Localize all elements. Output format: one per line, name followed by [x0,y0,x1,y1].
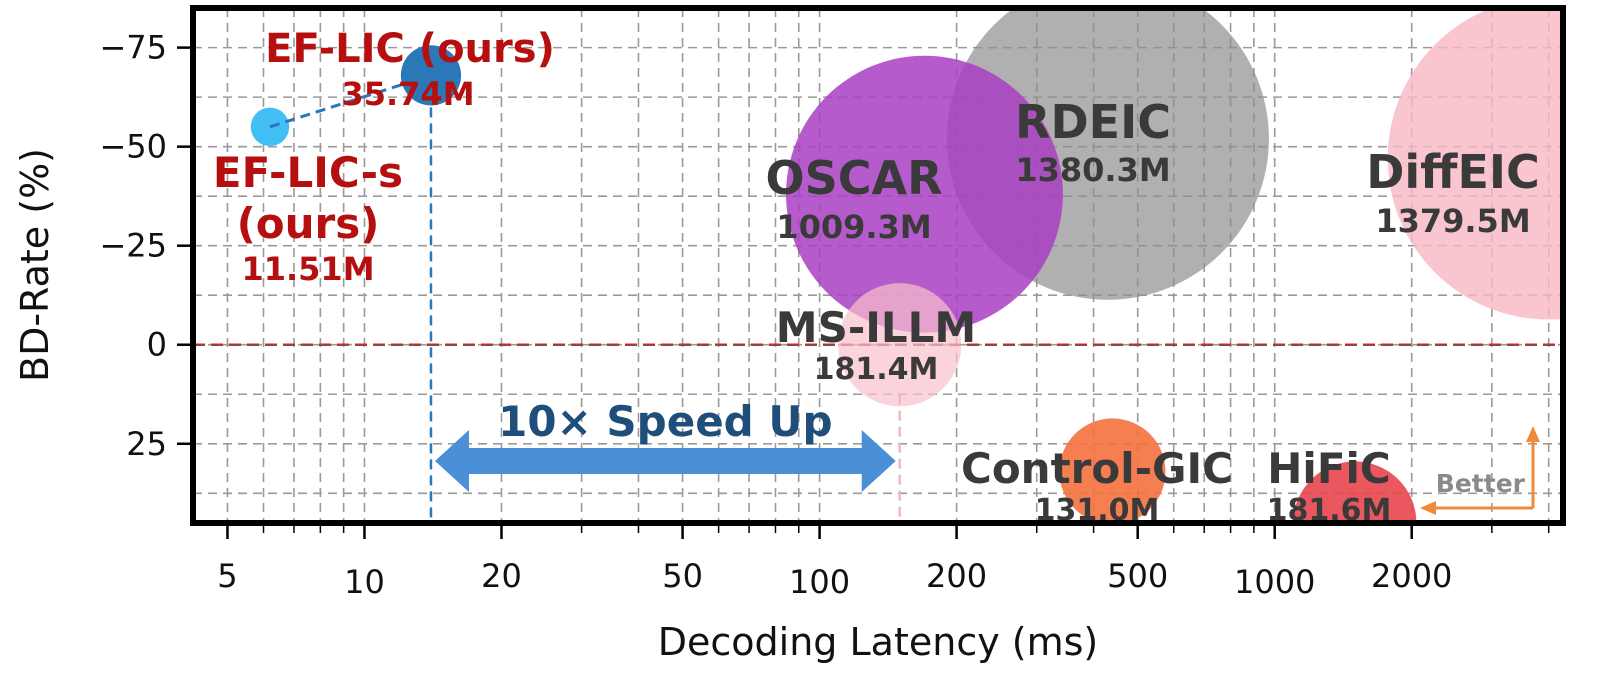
point-params-label: 35.74M [341,75,474,113]
x-tick-label: 200 [926,557,987,595]
point-name-label: HiFiC [1267,444,1390,493]
point-params-label: 1380.3M [1015,151,1170,189]
y-tick-label: −25 [99,227,167,265]
point-name-label: MS-ILLM [776,303,976,352]
x-tick-label: 5 [217,557,237,595]
annotations: 10× Speed Up Better [269,73,1540,523]
y-tick-label: 25 [126,425,167,463]
x-tick-label: 10 [344,563,385,601]
point-params-label: 181.6M [1267,493,1392,528]
point-params-label: 1009.3M [776,208,931,246]
point-name-label: RDEIC [1015,95,1171,149]
plot-frame [190,5,1566,526]
ef-lic-connector [269,73,432,129]
y-tick-label: 0 [147,326,167,364]
x-axis-title: Decoding Latency (ms) [658,620,1099,664]
better-arrowhead-up [1526,426,1540,442]
better-arrowhead-left [1420,501,1436,515]
bubble-labels: EF-LIC (ours)35.74M EF-LIC-s(ours)11.51M O… [213,26,1540,528]
point-params-label: 181.4M [814,352,939,387]
x-tick-label: 500 [1107,557,1168,595]
y-tick-label: −75 [99,29,167,67]
speedup-arrow [434,430,896,492]
y-axis-title: BD-Rate (%) [13,148,57,382]
axes: 5 10 20 50 100 200 500 1000 2000 −75 −50 −25 0 25 [99,29,1550,601]
x-tick-label: 50 [662,557,703,595]
x-tick-label: 100 [789,563,850,601]
point-params-label: 131.0M [1035,493,1160,528]
better-label: Better [1436,469,1526,498]
point-name-label: OSCAR [765,151,942,205]
data-point [250,107,290,147]
speedup-label: 10× Speed Up [498,397,832,446]
point-name-label: (ours) [237,199,380,248]
bubbles [250,8,1563,523]
data-point [838,283,962,407]
x-tick-label: 2000 [1371,557,1452,595]
x-tick-label: 20 [481,557,522,595]
data-point [1059,418,1166,523]
data-point [1293,461,1417,523]
point-name-label: Control-GIC [961,444,1233,493]
point-name-label: EF-LIC (ours) [265,26,555,72]
data-point [1387,8,1563,320]
point-name-label: EF-LIC-s [213,148,403,197]
x-tick-label: 1000 [1234,563,1315,601]
data-point [786,55,1063,333]
point-name-label: DiffEIC [1366,145,1540,199]
y-tick-label: −50 [99,128,167,166]
point-params-label: 1379.5M [1375,202,1530,240]
point-params-label: 11.51M [241,250,374,288]
